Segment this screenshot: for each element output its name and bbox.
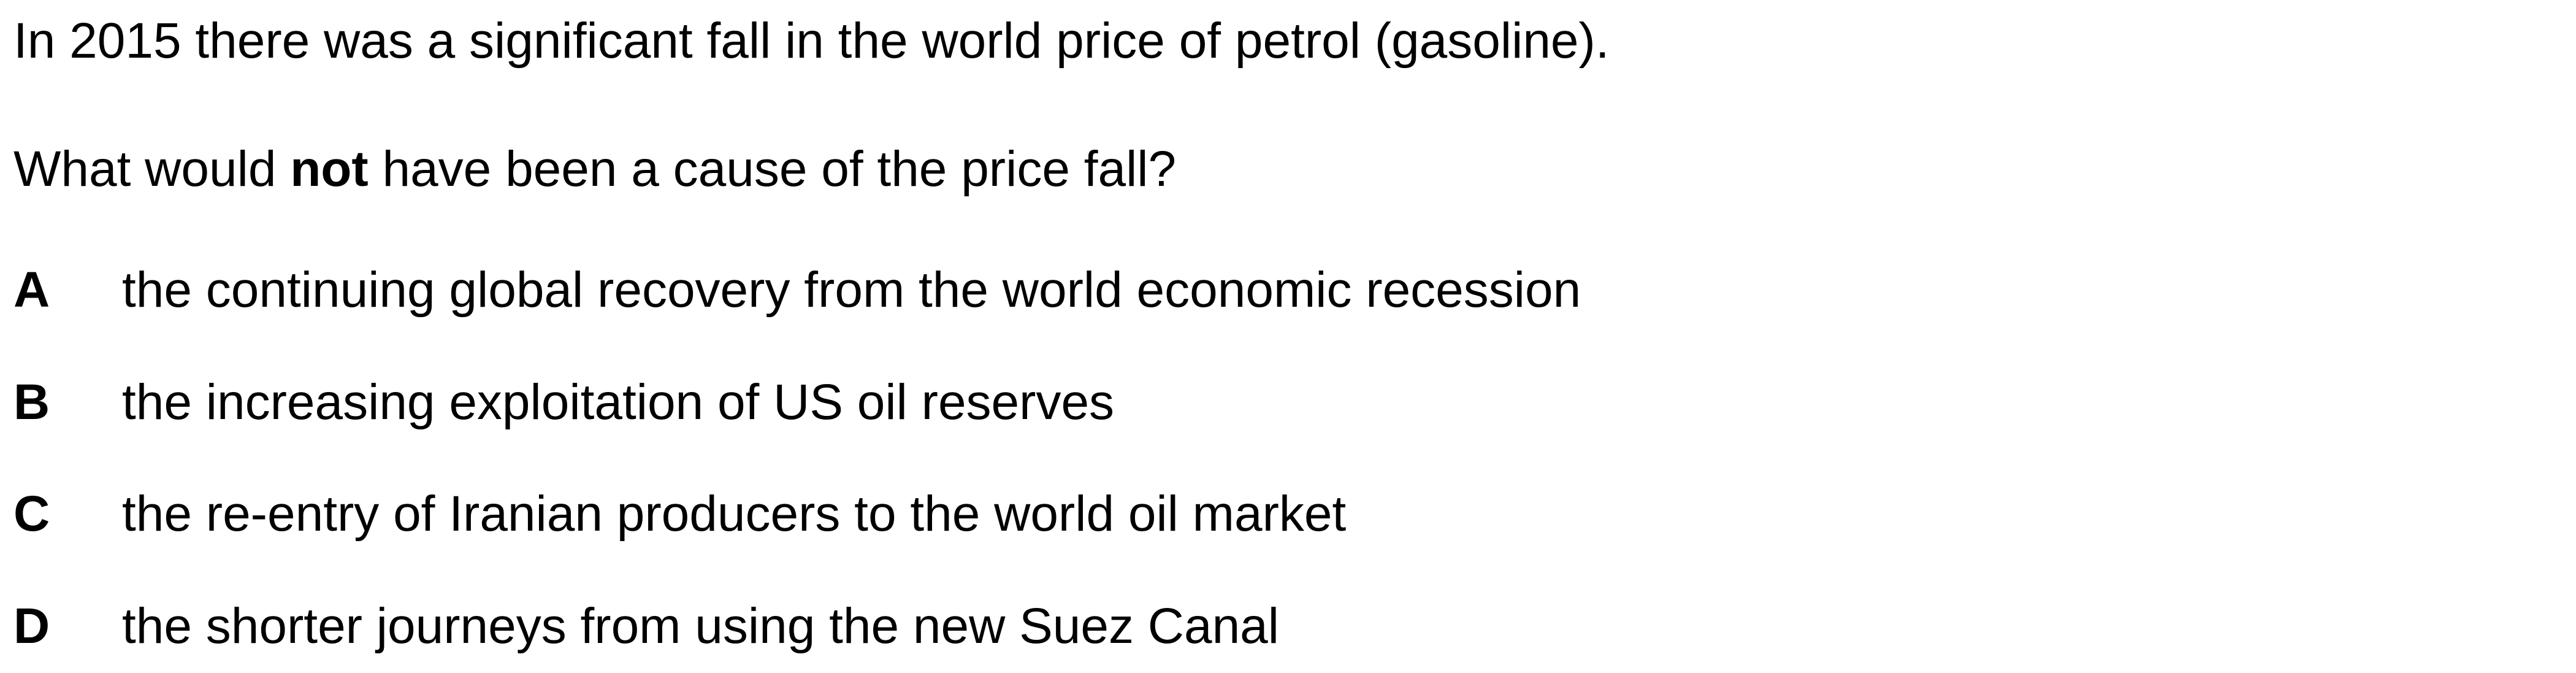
- option-b-text: the increasing exploitation of US oil re…: [122, 374, 1115, 430]
- question-prompt-after: have been a cause of the price fall?: [368, 141, 1177, 197]
- option-b-letter: B: [13, 374, 50, 430]
- option-d-text: the shorter journeys from using the new …: [122, 598, 1280, 654]
- question-prompt-before: What would: [13, 141, 291, 197]
- option-c-letter: C: [13, 486, 50, 542]
- option-c-text: the re-entry of Iranian producers to the…: [122, 486, 1347, 542]
- question-prompt: What would not have been a cause of the …: [13, 144, 1176, 194]
- question-stem: In 2015 there was a significant fall in …: [13, 13, 1610, 69]
- question-prompt-emphasis: not: [290, 141, 369, 197]
- option-a-text: the continuing global recovery from the …: [122, 262, 1581, 318]
- option-d-letter: D: [13, 598, 50, 654]
- option-a-letter: A: [13, 262, 50, 318]
